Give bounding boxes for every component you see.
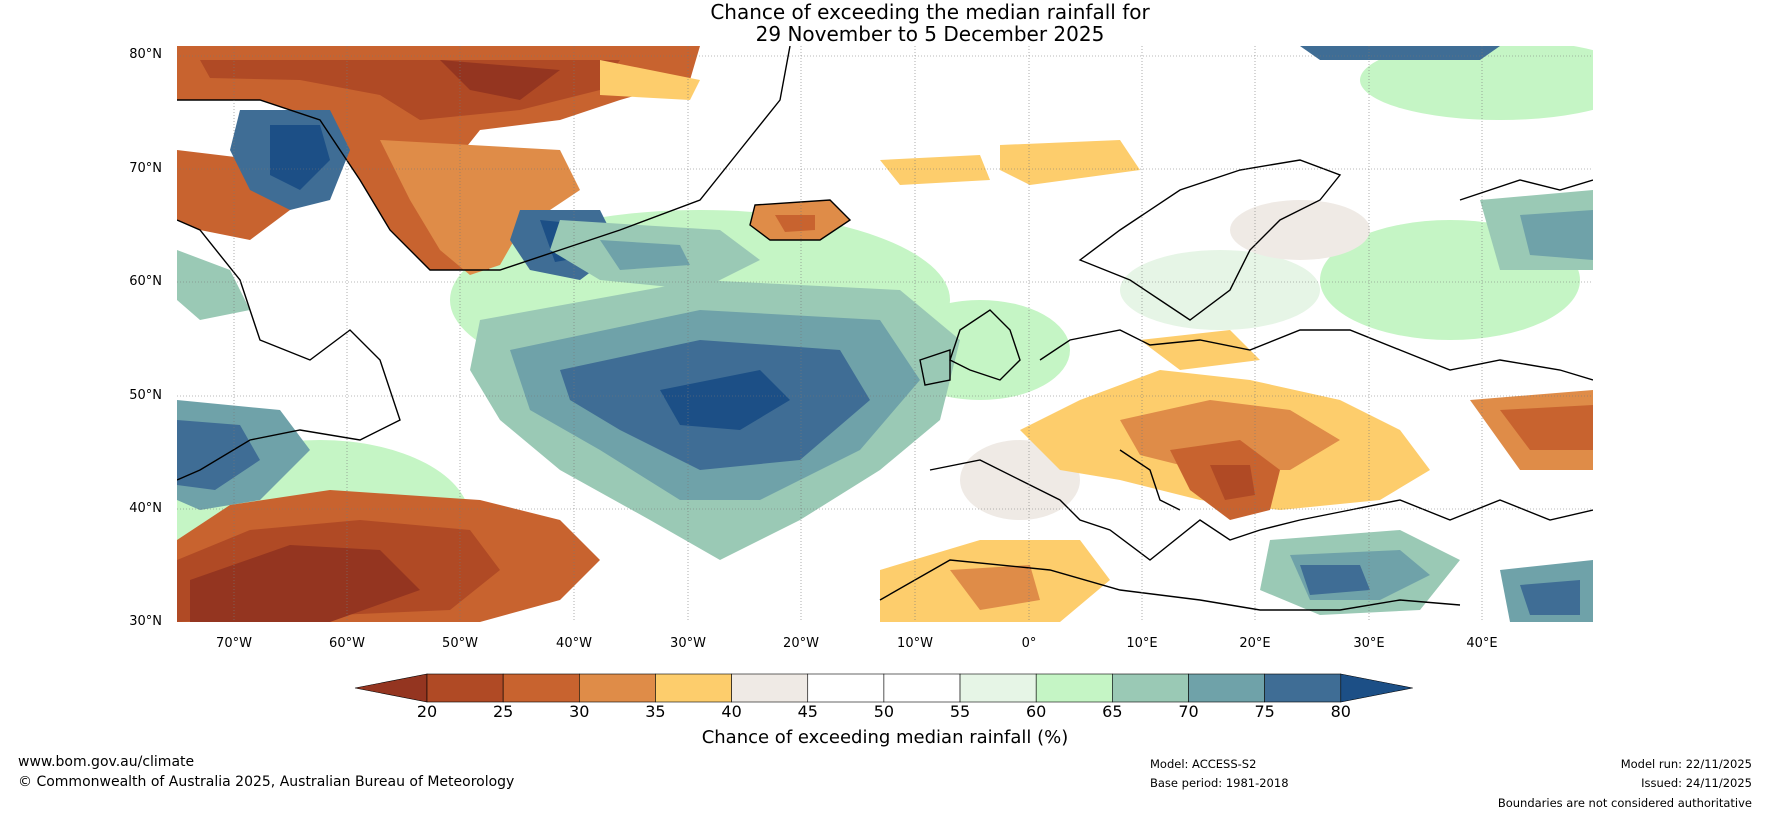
lat-label: 60°N bbox=[129, 274, 162, 289]
colorbar-segment bbox=[807, 673, 885, 703]
lon-label: 30°W bbox=[670, 636, 706, 651]
colorbar-segment bbox=[731, 673, 809, 703]
lon-label: 0° bbox=[1021, 636, 1037, 651]
colorbar-tick-label: 55 bbox=[949, 702, 971, 721]
colorbar-tick-label: 25 bbox=[492, 702, 514, 721]
page-subtitle-dates: 29 November to 5 December 2025 bbox=[755, 22, 1105, 46]
website-link[interactable]: www.bom.gov.au/climate bbox=[18, 754, 195, 770]
graticule bbox=[177, 46, 1593, 622]
colorbar-tick-label: 80 bbox=[1330, 702, 1351, 721]
colorbar-segment bbox=[1264, 673, 1342, 703]
copyright-text: © Commonwealth of Australia 2025, Austra… bbox=[18, 774, 515, 790]
lon-label: 50°W bbox=[442, 636, 478, 651]
colorbar-tick-label: 45 bbox=[797, 702, 818, 721]
colorbar-segment bbox=[578, 673, 656, 703]
colorbar-segment bbox=[1112, 673, 1189, 703]
lon-label: 40°W bbox=[556, 636, 592, 651]
colorbar-tick-label: 75 bbox=[1254, 702, 1275, 721]
colorbar-extend-high bbox=[1340, 673, 1413, 703]
lat-label: 80°N bbox=[129, 47, 162, 62]
colorbar-tick-label: 65 bbox=[1102, 702, 1123, 721]
colorbar-segment bbox=[1188, 673, 1265, 703]
lon-label: 40°E bbox=[1466, 636, 1498, 651]
colorbar-segment bbox=[959, 673, 1037, 703]
model-run-text: Model run: 22/11/2025 bbox=[1620, 757, 1752, 771]
lon-label: 20°E bbox=[1239, 636, 1271, 651]
coastlines bbox=[177, 46, 1593, 611]
lon-label: 10°W bbox=[897, 636, 933, 651]
map-region bbox=[1230, 200, 1370, 260]
colorbar-segment bbox=[883, 673, 961, 703]
colorbar-tick-label: 70 bbox=[1178, 702, 1199, 721]
map-region bbox=[1360, 46, 1593, 120]
colorbar-tick-label: 50 bbox=[873, 702, 895, 721]
colorbar-extend-low bbox=[354, 673, 428, 703]
lon-label: 10°E bbox=[1126, 636, 1158, 651]
colorbar-segment bbox=[655, 673, 732, 703]
colorbar-segment bbox=[1035, 673, 1113, 703]
model-text: Model: ACCESS-S2 bbox=[1150, 757, 1257, 771]
colorbar bbox=[354, 673, 1413, 703]
lat-label: 30°N bbox=[129, 614, 162, 629]
disclaimer-text: Boundaries are not considered authoritat… bbox=[1497, 796, 1752, 810]
colorbar-tick-label: 35 bbox=[645, 702, 666, 721]
page-title: Chance of exceeding the median rainfall … bbox=[710, 0, 1150, 24]
base-period-text: Base period: 1981-2018 bbox=[1150, 776, 1289, 790]
lat-label: 40°N bbox=[129, 501, 162, 516]
lat-label: 70°N bbox=[129, 161, 162, 176]
map-region-greenland-southeast bbox=[380, 140, 580, 275]
lon-label: 60°W bbox=[329, 636, 365, 651]
map-region bbox=[1120, 250, 1320, 330]
colorbar-tick-label: 40 bbox=[721, 702, 742, 721]
rainfall-field bbox=[177, 46, 1593, 622]
colorbar-label: Chance of exceeding median rainfall (%) bbox=[701, 727, 1069, 748]
colorbar-tick-label: 60 bbox=[1026, 702, 1047, 721]
colorbar-tick-label: 30 bbox=[569, 702, 590, 721]
lat-label: 50°N bbox=[129, 388, 162, 403]
colorbar-segment bbox=[426, 673, 504, 703]
issued-text: Issued: 24/11/2025 bbox=[1641, 776, 1752, 790]
lon-label: 20°W bbox=[783, 636, 819, 651]
colorbar-tick-label: 20 bbox=[416, 702, 438, 721]
lon-label: 30°E bbox=[1353, 636, 1385, 651]
lon-label: 70°W bbox=[216, 636, 252, 651]
colorbar-segment bbox=[502, 673, 580, 703]
